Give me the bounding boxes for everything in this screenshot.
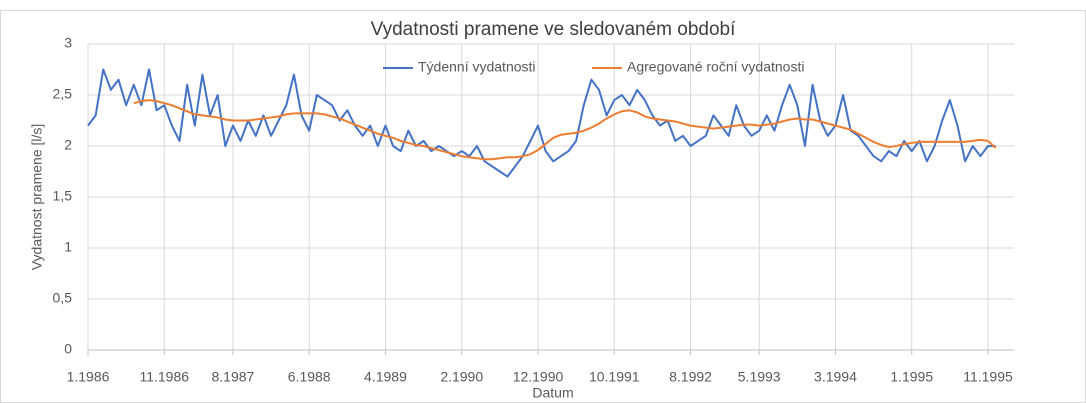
y-tick-label: 1: [64, 239, 72, 255]
y-tick-label: 2,5: [53, 86, 73, 102]
x-tick-label: 11.1995: [963, 369, 1013, 385]
x-tick-label: 3.1994: [814, 369, 857, 385]
x-tick-label: 12.1990: [513, 369, 564, 385]
chart-title: Vydatnosti pramene ve sledovaném období: [371, 19, 736, 40]
x-tick-label: 2.1990: [440, 369, 483, 385]
legend-label: Agregované roční vydatnosti: [627, 59, 804, 75]
series-line: [133, 99, 997, 161]
chart-border: [0, 10, 1086, 403]
x-tick-label: 4.1989: [364, 369, 407, 385]
y-tick-label: 0,5: [53, 290, 73, 306]
x-tick-label: 1.1995: [890, 369, 933, 385]
x-axis-label: Datum: [532, 385, 573, 401]
x-tick-label: 11.1986: [139, 369, 189, 385]
y-tick-label: 1,5: [53, 188, 73, 204]
x-tick-label: 6.1988: [288, 369, 331, 385]
x-tick-label: 10.1991: [589, 369, 640, 385]
y-tick-label: 3: [64, 35, 72, 51]
x-tick-label: 8.1992: [669, 369, 712, 385]
x-tick-label: 5.1993: [738, 369, 781, 385]
series-line: [87, 68, 996, 178]
x-tick-label: 8.1987: [212, 369, 255, 385]
x-tick-label: 1.1986: [67, 369, 110, 385]
y-tick-label: 2: [64, 137, 72, 153]
legend-label: Týdenní vydatnosti: [418, 59, 536, 75]
y-axis-label: Vydatnost pramene [l/s]: [29, 124, 45, 271]
y-tick-label: 0: [64, 341, 72, 357]
